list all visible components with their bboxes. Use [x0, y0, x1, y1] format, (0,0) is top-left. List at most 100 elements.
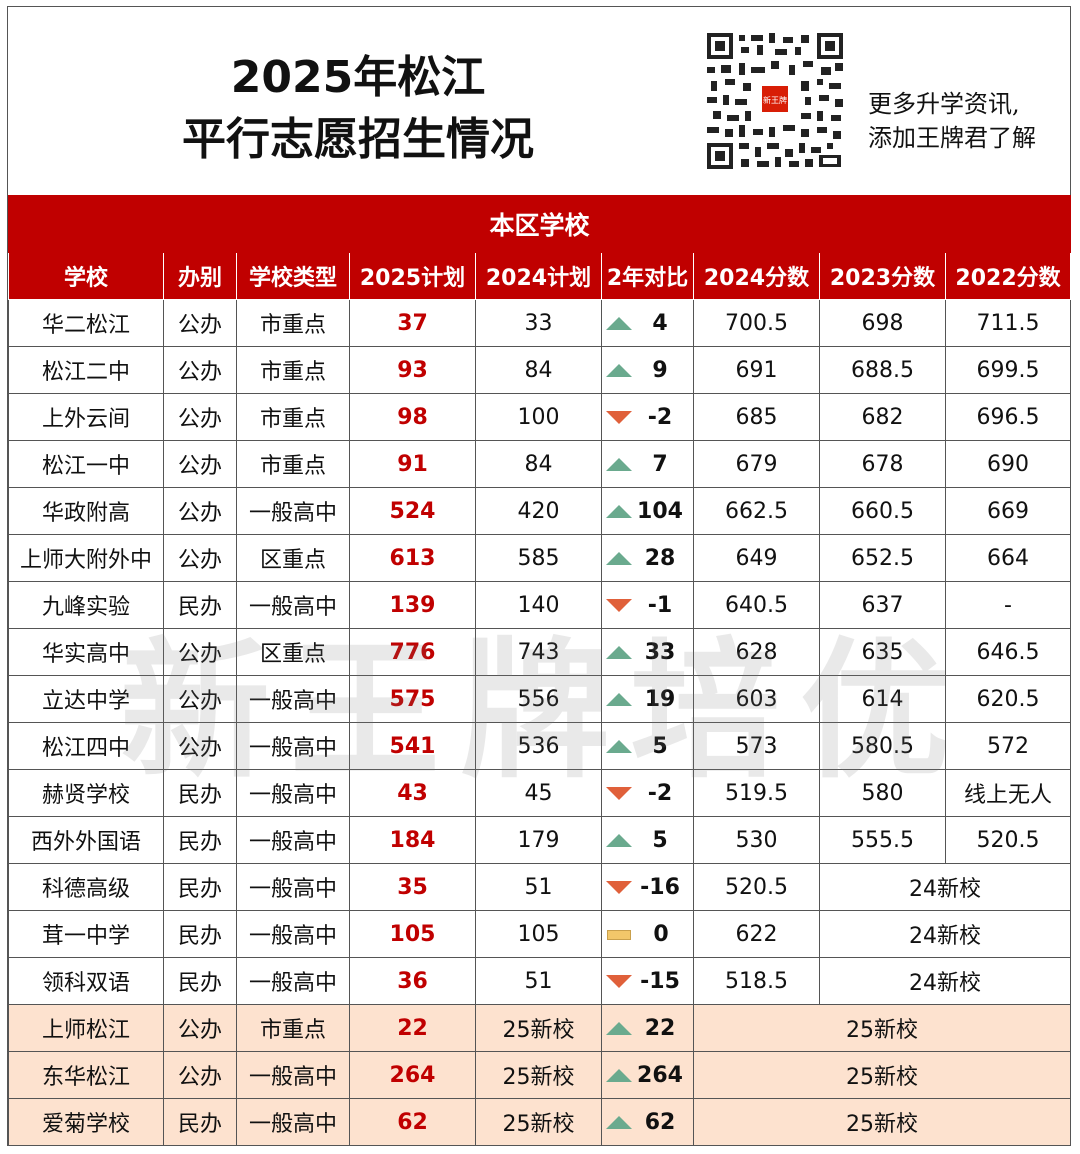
plan-2025-cell: 575	[349, 675, 476, 723]
plan-2025-cell: 62	[349, 1098, 476, 1146]
plan-2025-cell: 776	[349, 628, 476, 676]
plan-2025-cell: 184	[349, 816, 476, 864]
school-ownership-cell: 民办	[163, 769, 237, 817]
plan-2024-cell: 140	[475, 581, 602, 629]
plan-2024-cell: 100	[475, 393, 602, 441]
diff-value: 5	[652, 827, 668, 853]
score-2024-cell: 685	[693, 393, 820, 441]
diff-value: 0	[653, 921, 669, 947]
score-2024-cell: 628	[693, 628, 820, 676]
score-2022-cell: 669	[944, 487, 1072, 535]
promo-text: 更多升学资讯, 添加王牌君了解	[868, 87, 1036, 155]
trend-up-icon	[606, 505, 632, 518]
plan-2024-cell: 25新校	[475, 1098, 602, 1146]
school-type-cell: 一般高中	[236, 1051, 350, 1099]
two-year-compare-cell: -1	[601, 581, 694, 629]
two-year-compare-cell: 9	[601, 346, 694, 394]
school-type-cell: 一般高中	[236, 722, 350, 770]
school-ownership-cell: 公办	[163, 722, 237, 770]
school-name-cell: 上师松江	[8, 1004, 164, 1052]
plan-2024-cell: 179	[475, 816, 602, 864]
school-name-cell: 华二松江	[8, 299, 164, 347]
two-year-compare-cell: 264	[601, 1051, 694, 1099]
plan-2025-cell: 91	[349, 440, 476, 488]
score-2024-cell: 679	[693, 440, 820, 488]
column-header: 2024分数	[693, 252, 820, 300]
diff-value: 4	[652, 310, 668, 336]
school-name-cell: 领科双语	[8, 957, 164, 1005]
school-type-cell: 市重点	[236, 299, 350, 347]
table-row: 立达中学 公办 一般高中 575 556 19 603 614 620.5	[8, 675, 1072, 723]
new-school-note-cell: 24新校	[818, 910, 1072, 958]
plan-2024-cell: 585	[475, 534, 602, 582]
school-type-cell: 市重点	[236, 1004, 350, 1052]
school-ownership-cell: 民办	[163, 863, 237, 911]
school-type-cell: 区重点	[236, 534, 350, 582]
two-year-compare-cell: -15	[601, 957, 694, 1005]
score-2023-cell: 652.5	[819, 534, 946, 582]
trend-up-icon	[606, 317, 632, 330]
table-row: 茸一中学 民办 一般高中 105 105 0 622 24新校	[8, 910, 1072, 958]
plan-2024-cell: 420	[475, 487, 602, 535]
new-school-note-cell: 24新校	[818, 863, 1072, 911]
school-ownership-cell: 公办	[163, 1004, 237, 1052]
school-ownership-cell: 民办	[163, 910, 237, 958]
table-row: 赫贤学校 民办 一般高中 43 45 -2 519.5 580 线上无人	[8, 769, 1072, 817]
score-2024-cell: 530	[693, 816, 820, 864]
school-name-cell: 松江一中	[8, 440, 164, 488]
table-row: 上师大附外中 公办 区重点 613 585 28 649 652.5 664	[8, 534, 1072, 582]
school-name-cell: 爱菊学校	[8, 1098, 164, 1146]
score-2022-cell: 620.5	[944, 675, 1072, 723]
school-type-cell: 市重点	[236, 393, 350, 441]
plan-2024-cell: 25新校	[475, 1004, 602, 1052]
diff-value: 62	[644, 1109, 676, 1135]
plan-2025-cell: 98	[349, 393, 476, 441]
score-2023-cell: 614	[819, 675, 946, 723]
section-title: 本区学校	[7, 195, 1072, 253]
table-row: 西外外国语 民办 一般高中 184 179 5 530 555.5 520.5	[8, 816, 1072, 864]
school-ownership-cell: 公办	[163, 440, 237, 488]
column-header: 2025计划	[349, 252, 476, 300]
plan-2025-cell: 105	[349, 910, 476, 958]
two-year-compare-cell: 0	[601, 910, 694, 958]
school-type-cell: 一般高中	[236, 675, 350, 723]
score-2024-cell: 518.5	[693, 957, 820, 1005]
score-2022-cell: 711.5	[944, 299, 1072, 347]
qr-logo-label: 新王牌	[763, 95, 787, 105]
plan-2024-cell: 45	[475, 769, 602, 817]
diff-value: -1	[647, 592, 673, 618]
table-body: 华二松江 公办 市重点 37 33 4 700.5 698 711.5 松江二中 公办 市重点 93 84…	[8, 299, 1072, 1146]
school-type-cell: 一般高中	[236, 910, 350, 958]
school-name-cell: 立达中学	[8, 675, 164, 723]
qr-code-icon: 新王牌	[705, 31, 845, 171]
school-type-cell: 一般高中	[236, 863, 350, 911]
school-ownership-cell: 公办	[163, 628, 237, 676]
plan-2024-cell: 33	[475, 299, 602, 347]
score-2022-cell: 699.5	[944, 346, 1072, 394]
table-row: 松江四中 公办 一般高中 541 536 5 573 580.5 572	[8, 722, 1072, 770]
diff-value: -15	[640, 968, 680, 994]
school-ownership-cell: 公办	[163, 1051, 237, 1099]
school-ownership-cell: 民办	[163, 1098, 237, 1146]
plan-2025-cell: 541	[349, 722, 476, 770]
two-year-compare-cell: 5	[601, 816, 694, 864]
school-name-cell: 上师大附外中	[8, 534, 164, 582]
school-name-cell: 科德高级	[8, 863, 164, 911]
school-ownership-cell: 公办	[163, 487, 237, 535]
school-name-cell: 华政附高	[8, 487, 164, 535]
school-ownership-cell: 公办	[163, 393, 237, 441]
diff-value: 22	[644, 1015, 676, 1041]
score-2024-cell: 622	[693, 910, 820, 958]
promo-line-1: 更多升学资讯,	[868, 90, 1020, 118]
table-row: 东华松江 公办 一般高中 264 25新校 264 25新校	[8, 1051, 1072, 1099]
school-ownership-cell: 公办	[163, 299, 237, 347]
table-row: 上师松江 公办 市重点 22 25新校 22 25新校	[8, 1004, 1072, 1052]
plan-2025-cell: 22	[349, 1004, 476, 1052]
school-name-cell: 茸一中学	[8, 910, 164, 958]
trend-down-icon	[606, 599, 632, 612]
header: 2025年松江 平行志愿招生情况 新王牌 更多升学资讯, 添加王牌君了解	[8, 7, 1070, 195]
two-year-compare-cell: 62	[601, 1098, 694, 1146]
column-header: 学校	[8, 252, 164, 300]
score-2022-cell: -	[944, 581, 1072, 629]
score-2024-cell: 573	[693, 722, 820, 770]
